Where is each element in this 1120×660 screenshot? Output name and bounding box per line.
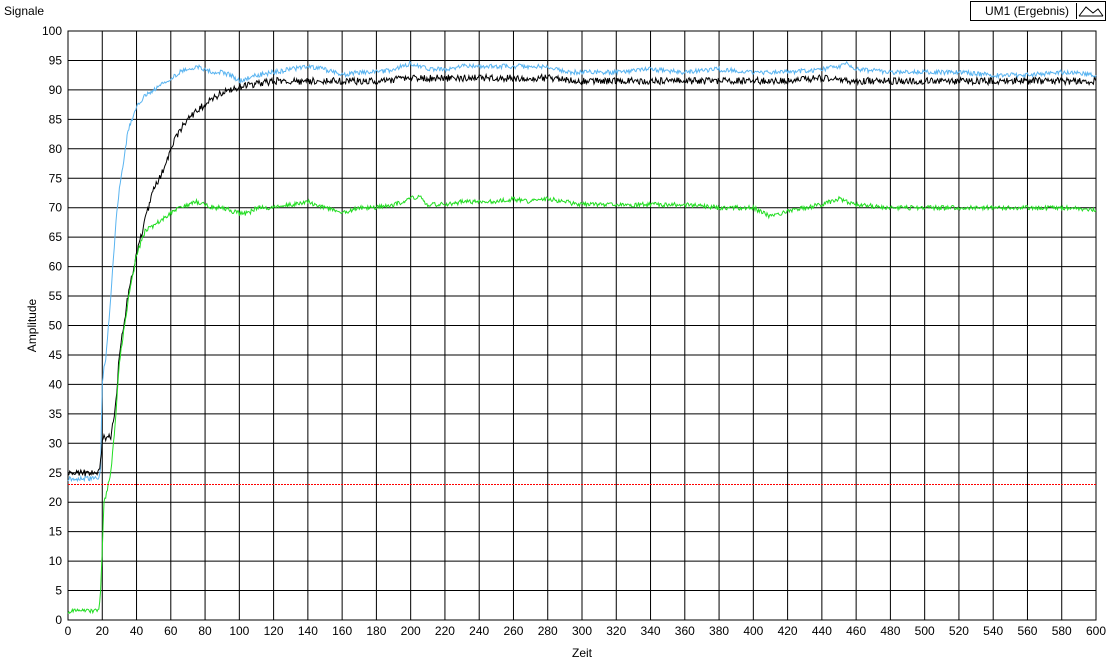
x-tick-label: 460 — [846, 624, 866, 638]
x-tick-label: 280 — [538, 624, 558, 638]
x-tick-label: 0 — [65, 624, 72, 638]
x-tick-label: 240 — [469, 624, 489, 638]
x-tick-label: 440 — [812, 624, 832, 638]
plot-legend[interactable]: UM1 (Ergebnis) — [970, 1, 1106, 21]
y-tick-label: 45 — [49, 348, 63, 362]
y-tick-label: 20 — [49, 495, 63, 509]
y-tick-label: 15 — [49, 525, 63, 539]
x-tick-label: 360 — [675, 624, 695, 638]
y-tick-label: 10 — [49, 554, 63, 568]
y-tick-label: 55 — [49, 289, 63, 303]
chart-title: Signale — [4, 4, 45, 18]
y-tick-label: 0 — [55, 613, 62, 627]
y-tick-label: 75 — [49, 171, 63, 185]
x-tick-labels: 0 20 40 60 80 100 120 140 160 180 200 220 240 260 280 3… — [65, 624, 1107, 638]
x-tick-label: 340 — [641, 624, 661, 638]
grid-lines — [67, 30, 1097, 621]
plot-frame — [67, 30, 1097, 621]
x-tick-label: 160 — [332, 624, 352, 638]
x-tick-label: 180 — [366, 624, 386, 638]
x-tick-label: 500 — [915, 624, 935, 638]
series-line-1 — [67, 72, 1097, 477]
y-tick-label: 85 — [49, 112, 63, 126]
y-tick-label: 30 — [49, 436, 63, 450]
y-tick-label: 40 — [49, 377, 63, 391]
x-tick-label: 40 — [130, 624, 144, 638]
x-tick-label: 60 — [164, 624, 178, 638]
y-tick-label: 25 — [49, 466, 63, 480]
y-tick-label: 65 — [49, 230, 63, 244]
y-tick-label: 70 — [49, 201, 63, 215]
y-tick-label: 95 — [49, 53, 63, 67]
legend-label: UM1 (Ergebnis) — [985, 4, 1070, 18]
x-tick-label: 320 — [606, 624, 626, 638]
x-tick-label: 540 — [983, 624, 1003, 638]
x-tick-label: 220 — [435, 624, 455, 638]
y-tick-label: 35 — [49, 407, 63, 421]
series-line-0 — [67, 60, 1097, 483]
y-axis-title: Amplitude — [25, 299, 39, 353]
series-lines — [67, 60, 1097, 615]
x-tick-label: 140 — [298, 624, 318, 638]
y-tick-label: 5 — [55, 584, 62, 598]
y-tick-labels: 0 5 10 15 20 25 30 35 40 45 50 55 60 65 70 75 80 85 90 95 10… — [42, 24, 62, 627]
x-tick-label: 420 — [778, 624, 798, 638]
x-tick-label: 20 — [96, 624, 110, 638]
x-tick-label: 520 — [949, 624, 969, 638]
x-tick-label: 80 — [198, 624, 212, 638]
x-tick-label: 580 — [1052, 624, 1072, 638]
x-tick-label: 300 — [572, 624, 592, 638]
x-tick-label: 120 — [264, 624, 284, 638]
series-line-2 — [67, 194, 1097, 615]
y-tick-label: 60 — [49, 260, 63, 274]
x-tick-label: 260 — [503, 624, 523, 638]
y-tick-label: 100 — [42, 24, 62, 38]
x-tick-label: 400 — [743, 624, 763, 638]
x-tick-label: 480 — [880, 624, 900, 638]
y-tick-label: 50 — [49, 319, 63, 333]
x-tick-label: 200 — [401, 624, 421, 638]
x-tick-label: 560 — [1017, 624, 1037, 638]
x-tick-label: 100 — [229, 624, 249, 638]
y-tick-label: 90 — [49, 83, 63, 97]
x-tick-label: 600 — [1086, 624, 1106, 638]
x-axis-title: Zeit — [572, 646, 593, 660]
line-plot-icon[interactable] — [1075, 3, 1105, 19]
x-tick-label: 380 — [709, 624, 729, 638]
y-tick-label: 80 — [49, 142, 63, 156]
